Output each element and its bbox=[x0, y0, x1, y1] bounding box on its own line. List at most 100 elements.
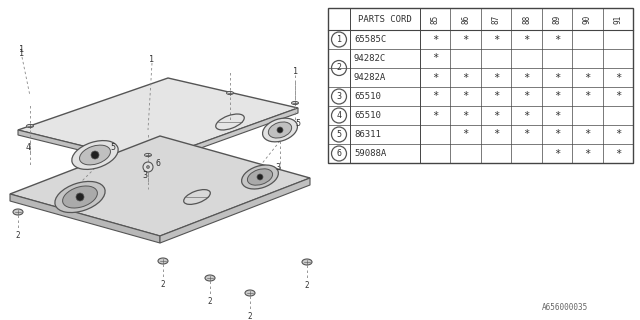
Text: *: * bbox=[584, 130, 591, 140]
Text: 2: 2 bbox=[208, 297, 212, 306]
Text: 86: 86 bbox=[461, 14, 470, 24]
Text: *: * bbox=[463, 130, 468, 140]
Text: 5: 5 bbox=[295, 118, 300, 127]
Ellipse shape bbox=[245, 290, 255, 296]
Text: 2: 2 bbox=[248, 312, 252, 320]
Ellipse shape bbox=[26, 124, 33, 128]
Text: PARTS CORD: PARTS CORD bbox=[358, 14, 412, 23]
Text: *: * bbox=[524, 92, 530, 101]
Text: 85: 85 bbox=[431, 14, 440, 24]
Text: 3: 3 bbox=[275, 163, 280, 172]
Text: *: * bbox=[493, 35, 499, 44]
Ellipse shape bbox=[302, 259, 312, 265]
Text: 86311: 86311 bbox=[354, 130, 381, 139]
Text: 94282C: 94282C bbox=[354, 54, 387, 63]
Text: 6: 6 bbox=[155, 158, 160, 167]
Text: *: * bbox=[554, 92, 560, 101]
Text: *: * bbox=[554, 148, 560, 158]
Text: *: * bbox=[524, 73, 530, 83]
Text: 3: 3 bbox=[337, 92, 342, 101]
Polygon shape bbox=[18, 130, 148, 167]
Text: *: * bbox=[493, 92, 499, 101]
Text: 2: 2 bbox=[161, 280, 165, 289]
Text: 59088A: 59088A bbox=[354, 149, 387, 158]
Text: 91: 91 bbox=[613, 14, 622, 24]
Polygon shape bbox=[148, 108, 298, 167]
Circle shape bbox=[76, 193, 84, 201]
Text: *: * bbox=[432, 53, 438, 63]
Text: *: * bbox=[614, 130, 621, 140]
Text: 1: 1 bbox=[19, 49, 24, 58]
Polygon shape bbox=[10, 194, 160, 243]
Ellipse shape bbox=[13, 209, 23, 215]
Text: *: * bbox=[493, 130, 499, 140]
Bar bbox=[328, 8, 633, 163]
Text: 2: 2 bbox=[337, 63, 342, 73]
Text: *: * bbox=[463, 110, 468, 121]
Text: *: * bbox=[463, 73, 468, 83]
Text: 88: 88 bbox=[522, 14, 531, 24]
Text: 1: 1 bbox=[150, 55, 154, 65]
Text: *: * bbox=[584, 92, 591, 101]
Circle shape bbox=[147, 165, 150, 169]
Polygon shape bbox=[160, 178, 310, 243]
Text: *: * bbox=[554, 35, 560, 44]
Ellipse shape bbox=[63, 186, 97, 208]
Text: *: * bbox=[554, 130, 560, 140]
Text: *: * bbox=[554, 110, 560, 121]
Text: *: * bbox=[432, 92, 438, 101]
Text: 87: 87 bbox=[492, 14, 500, 24]
Text: *: * bbox=[524, 110, 530, 121]
Ellipse shape bbox=[205, 275, 215, 281]
Text: *: * bbox=[614, 148, 621, 158]
Text: *: * bbox=[614, 92, 621, 101]
Circle shape bbox=[277, 127, 283, 133]
Ellipse shape bbox=[145, 153, 152, 156]
Ellipse shape bbox=[262, 118, 298, 142]
Text: *: * bbox=[524, 130, 530, 140]
Text: 1: 1 bbox=[292, 68, 298, 76]
Text: *: * bbox=[554, 73, 560, 83]
Text: *: * bbox=[584, 73, 591, 83]
Text: *: * bbox=[493, 73, 499, 83]
Text: *: * bbox=[584, 148, 591, 158]
Text: 1: 1 bbox=[337, 35, 342, 44]
Text: 3: 3 bbox=[143, 171, 147, 180]
Text: 65585C: 65585C bbox=[354, 35, 387, 44]
Ellipse shape bbox=[55, 181, 105, 212]
Polygon shape bbox=[10, 136, 310, 236]
Text: *: * bbox=[524, 35, 530, 44]
Text: *: * bbox=[463, 35, 468, 44]
Circle shape bbox=[257, 174, 263, 180]
Text: A656000035: A656000035 bbox=[542, 303, 588, 312]
Text: *: * bbox=[493, 110, 499, 121]
Ellipse shape bbox=[268, 122, 292, 138]
Text: 94282A: 94282A bbox=[354, 73, 387, 82]
Text: 89: 89 bbox=[552, 14, 561, 24]
Text: *: * bbox=[432, 110, 438, 121]
Ellipse shape bbox=[291, 101, 298, 105]
Text: *: * bbox=[463, 92, 468, 101]
Text: 5: 5 bbox=[337, 130, 342, 139]
Text: *: * bbox=[614, 73, 621, 83]
Text: 2: 2 bbox=[305, 281, 309, 290]
Ellipse shape bbox=[79, 145, 111, 165]
Text: *: * bbox=[432, 35, 438, 44]
Text: 4: 4 bbox=[337, 111, 342, 120]
Text: 6: 6 bbox=[337, 149, 342, 158]
Text: 4: 4 bbox=[26, 143, 31, 153]
Text: 5: 5 bbox=[110, 143, 115, 153]
Ellipse shape bbox=[158, 258, 168, 264]
Circle shape bbox=[91, 151, 99, 159]
Text: 90: 90 bbox=[583, 14, 592, 24]
Text: 2: 2 bbox=[16, 231, 20, 240]
Text: *: * bbox=[432, 73, 438, 83]
Text: 65510: 65510 bbox=[354, 92, 381, 101]
Ellipse shape bbox=[242, 165, 278, 189]
Ellipse shape bbox=[227, 92, 234, 95]
Polygon shape bbox=[18, 78, 298, 162]
Text: 65510: 65510 bbox=[354, 111, 381, 120]
Circle shape bbox=[143, 162, 153, 172]
Text: 1: 1 bbox=[19, 44, 24, 53]
Ellipse shape bbox=[72, 140, 118, 169]
